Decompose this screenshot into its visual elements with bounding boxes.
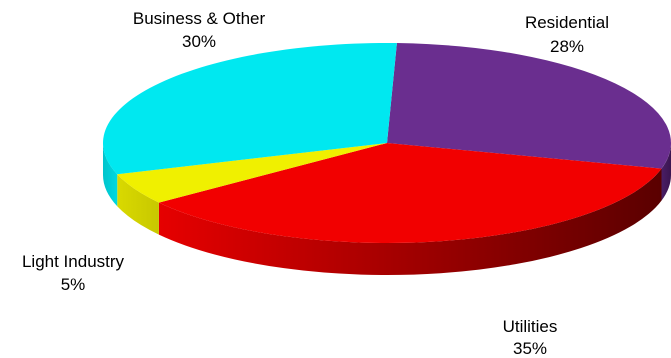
slice-side-utilities <box>158 168 662 275</box>
slice-top-utilities <box>158 143 662 243</box>
slice-side-business <box>103 143 118 207</box>
slice-label-light-industry-value: 5% <box>61 275 86 294</box>
slice-top-light-industry <box>117 143 387 203</box>
slice-label-utilities-value: 35% <box>513 339 547 358</box>
slice-top-residential <box>387 43 671 169</box>
slice-label-business-value: 30% <box>182 32 216 51</box>
slice-label-light-industry-name: Light Industry <box>22 252 125 271</box>
pie-tops <box>103 42 671 243</box>
slice-side-light-industry <box>117 174 159 235</box>
pie-sides <box>103 143 671 275</box>
slice-side-residential <box>661 143 671 201</box>
slice-label-utilities-name: Utilities <box>503 317 558 336</box>
slice-top-business <box>103 42 397 175</box>
slice-label-residential-value: 28% <box>550 37 584 56</box>
slice-label-residential-name: Residential <box>525 13 609 32</box>
slice-label-business-name: Business & Other <box>133 9 266 28</box>
